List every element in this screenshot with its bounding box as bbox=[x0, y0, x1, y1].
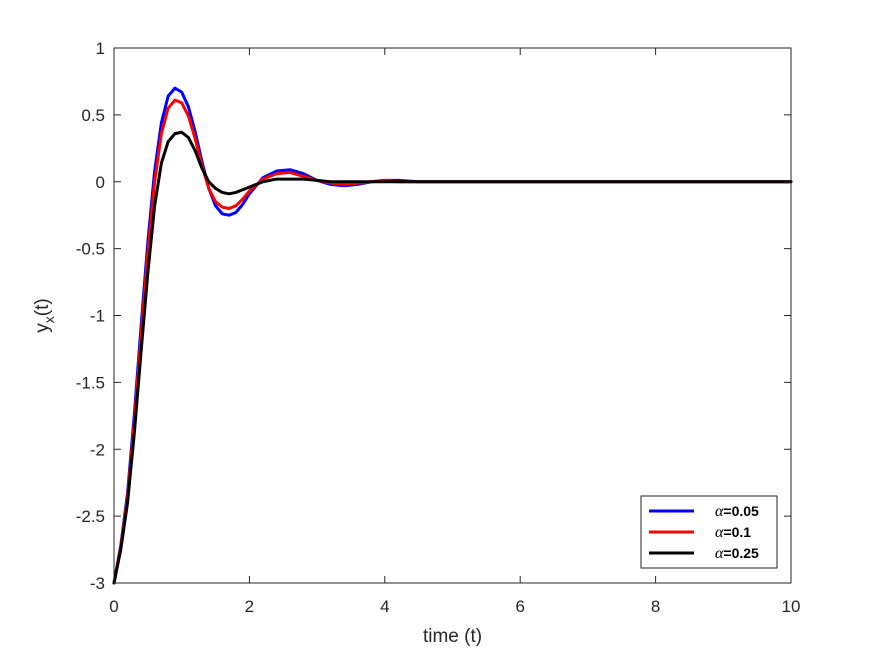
y-axis-label-suffix: (t) bbox=[32, 298, 53, 316]
x-tick-label: 4 bbox=[380, 597, 389, 616]
y-tick-label: 0.5 bbox=[81, 106, 105, 125]
x-tick-label: 6 bbox=[515, 597, 524, 616]
y-tick-label: -3 bbox=[90, 574, 105, 593]
y-tick-label: -1.5 bbox=[76, 373, 105, 392]
legend: α=0.05α=0.1α=0.25 bbox=[640, 495, 778, 569]
x-tick-label: 10 bbox=[782, 597, 801, 616]
y-axis-label: yx(t) bbox=[32, 298, 57, 332]
legend-symbol: α bbox=[715, 524, 724, 541]
y-tick-label: -2.5 bbox=[76, 507, 105, 526]
legend-label: α=0.1 bbox=[715, 524, 751, 541]
series-line-3 bbox=[112, 130, 793, 585]
legend-label: α=0.25 bbox=[715, 545, 759, 562]
legend-value: =0.1 bbox=[723, 524, 751, 540]
x-tick-label: 8 bbox=[651, 597, 660, 616]
y-tick-label: -1 bbox=[90, 307, 105, 326]
legend-value: =0.05 bbox=[723, 503, 759, 519]
series-layer bbox=[112, 86, 793, 585]
legend-value: =0.25 bbox=[723, 545, 759, 561]
legend-symbol: α bbox=[715, 503, 724, 520]
axes-box bbox=[113, 47, 792, 584]
x-tick-label: 2 bbox=[245, 597, 254, 616]
legend-label: α=0.05 bbox=[715, 503, 759, 520]
legend-entries: α=0.05α=0.1α=0.25 bbox=[649, 503, 759, 562]
x-axis-label: time (t) bbox=[423, 626, 482, 647]
y-tick-label: -0.5 bbox=[76, 240, 105, 259]
y-axis-label-main: y bbox=[32, 323, 53, 333]
plot-area: 0 2 4 6 8 10 1 0.5 0 -0.5 -1 -1.5 -2 -2.5 -3 bbox=[76, 39, 801, 616]
x-tick-label: 0 bbox=[109, 597, 118, 616]
tick-layer: 0 2 4 6 8 10 1 0.5 0 -0.5 -1 -1.5 -2 -2.5 -3 bbox=[76, 39, 801, 616]
y-tick-label: 1 bbox=[96, 39, 105, 58]
y-axis-label-subscript: x bbox=[41, 316, 57, 323]
legend-symbol: α bbox=[715, 545, 724, 562]
y-tick-label: 0 bbox=[96, 173, 105, 192]
y-tick-label: -2 bbox=[90, 440, 105, 459]
